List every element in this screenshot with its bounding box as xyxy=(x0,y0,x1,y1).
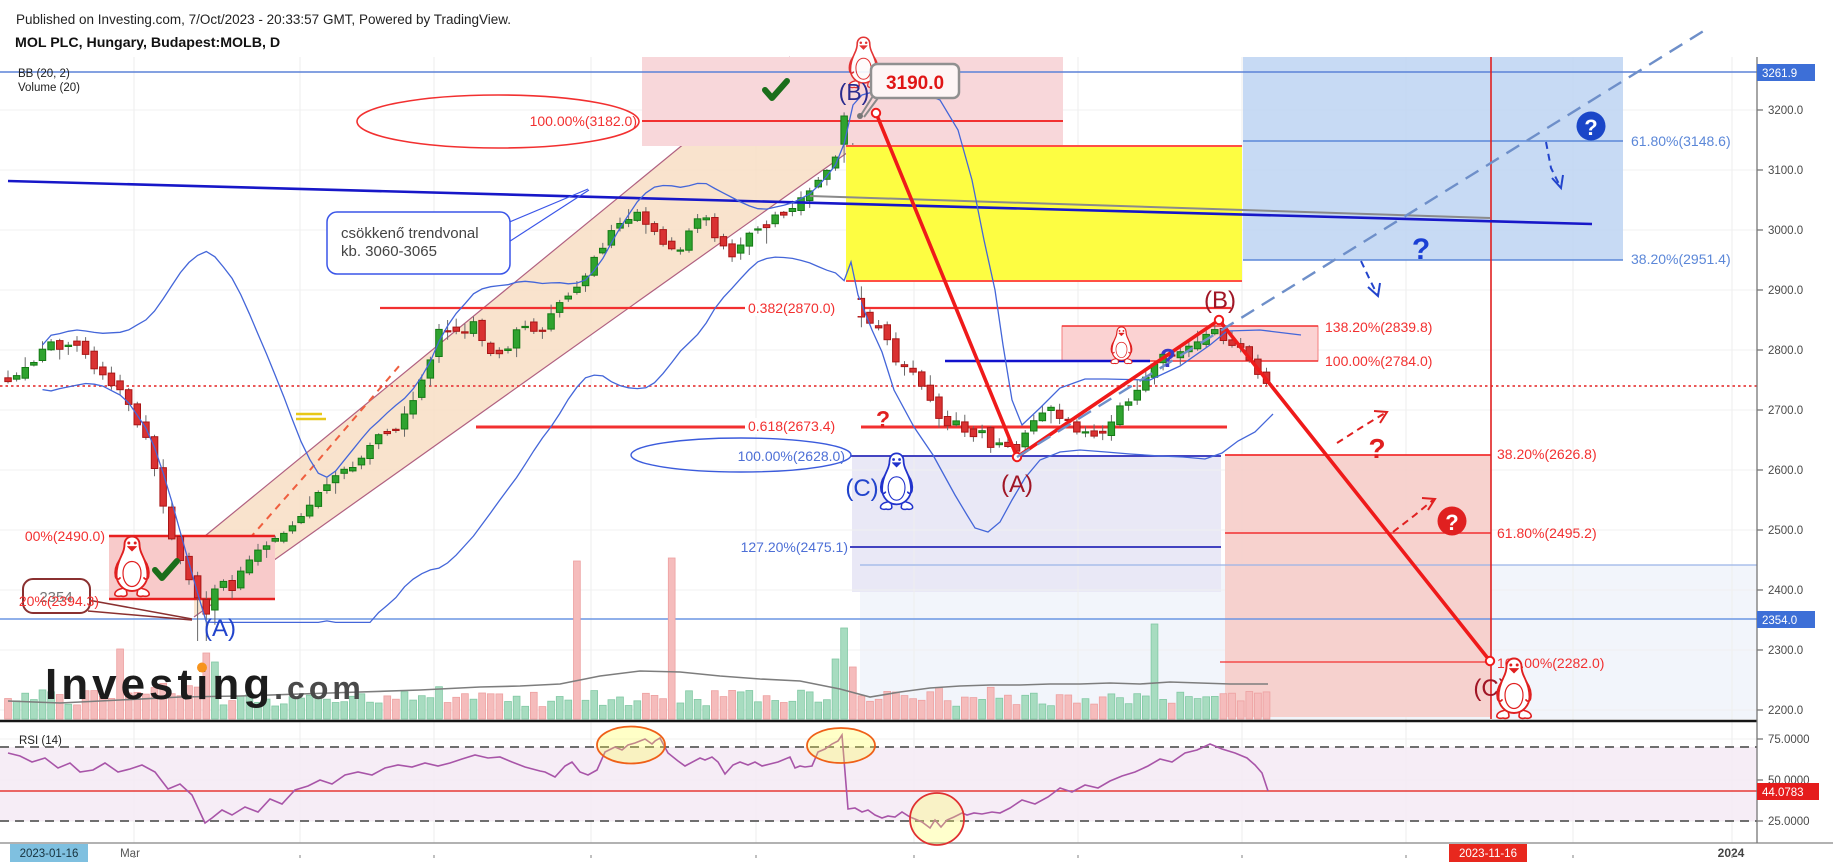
svg-text:(C): (C) xyxy=(845,475,878,502)
svg-text:127.20%(2475.1): 127.20%(2475.1) xyxy=(741,539,848,555)
svg-text:csökkenő trendvonal: csökkenő trendvonal xyxy=(341,225,479,242)
svg-text:?: ? xyxy=(876,406,890,432)
svg-text:2500.0: 2500.0 xyxy=(1768,525,1803,537)
svg-text:3000.0: 3000.0 xyxy=(1768,225,1803,237)
svg-text:138.20%(2839.8): 138.20%(2839.8) xyxy=(1325,319,1432,335)
svg-text:(A): (A) xyxy=(1001,471,1033,498)
svg-text:0.382(2870.0): 0.382(2870.0) xyxy=(748,300,835,316)
svg-text:3100.0: 3100.0 xyxy=(1768,165,1803,177)
svg-text:(B): (B) xyxy=(1204,287,1236,314)
svg-text:2300.0: 2300.0 xyxy=(1768,645,1803,657)
svg-text:100.00%(2784.0): 100.00%(2784.0) xyxy=(1325,353,1432,369)
svg-text:Volume (20): Volume (20) xyxy=(18,82,80,94)
svg-text:3261.9: 3261.9 xyxy=(1762,68,1797,80)
svg-text:25.0000: 25.0000 xyxy=(1768,816,1810,828)
svg-text:?: ? xyxy=(1412,233,1430,266)
svg-text:2354.0: 2354.0 xyxy=(1762,615,1797,627)
svg-text:2200.0: 2200.0 xyxy=(1768,705,1803,717)
svg-text:100.00%(3182.0): 100.00%(3182.0) xyxy=(530,113,637,129)
svg-text:2400.0: 2400.0 xyxy=(1768,585,1803,597)
svg-text:3190.0: 3190.0 xyxy=(886,73,944,94)
svg-text:2700.0: 2700.0 xyxy=(1768,405,1803,417)
svg-text:?: ? xyxy=(1160,343,1176,373)
svg-text:Mar: Mar xyxy=(120,848,140,860)
svg-text:44.0783: 44.0783 xyxy=(1762,787,1804,799)
svg-text:2023-01-16: 2023-01-16 xyxy=(20,848,79,860)
svg-text:100.00%(2628.0): 100.00%(2628.0) xyxy=(738,448,845,464)
svg-text:20%(2394.3): 20%(2394.3) xyxy=(19,593,99,609)
svg-text:?: ? xyxy=(1445,510,1458,535)
svg-text:38.20%(2626.8): 38.20%(2626.8) xyxy=(1497,446,1597,462)
svg-text:75.0000: 75.0000 xyxy=(1768,734,1810,746)
svg-text:61.80%(2495.2): 61.80%(2495.2) xyxy=(1497,525,1597,541)
svg-text:?: ? xyxy=(1584,115,1597,140)
svg-text:(B): (B) xyxy=(839,79,870,105)
svg-text:100.00%(2282.0): 100.00%(2282.0) xyxy=(1497,655,1604,671)
svg-text:3200.0: 3200.0 xyxy=(1768,105,1803,117)
svg-text:2024: 2024 xyxy=(1718,846,1745,860)
svg-text:BB (20, 2): BB (20, 2) xyxy=(18,68,70,80)
svg-text:0.618(2673.4): 0.618(2673.4) xyxy=(748,418,835,434)
svg-text:38.20%(2951.4): 38.20%(2951.4) xyxy=(1631,251,1731,267)
svg-text:2023-11-16: 2023-11-16 xyxy=(1459,848,1517,860)
svg-text:Published on Investing.com, 7/: Published on Investing.com, 7/Oct/2023 -… xyxy=(16,12,511,27)
svg-text:?: ? xyxy=(1368,433,1385,464)
svg-text:00%(2490.0): 00%(2490.0) xyxy=(25,528,105,544)
svg-text:2900.0: 2900.0 xyxy=(1768,285,1803,297)
svg-text:2354: 2354 xyxy=(39,589,72,606)
svg-text:kb. 3060-3065: kb. 3060-3065 xyxy=(341,243,437,260)
svg-text:2600.0: 2600.0 xyxy=(1768,465,1803,477)
svg-text:MOL PLC, Hungary, Budapest:MOL: MOL PLC, Hungary, Budapest:MOLB, D xyxy=(15,35,280,51)
svg-text:(A): (A) xyxy=(204,615,236,642)
svg-text:61.80%(3148.6): 61.80%(3148.6) xyxy=(1631,133,1731,149)
svg-text:2800.0: 2800.0 xyxy=(1768,345,1803,357)
svg-text:RSI (14): RSI (14) xyxy=(19,735,62,747)
